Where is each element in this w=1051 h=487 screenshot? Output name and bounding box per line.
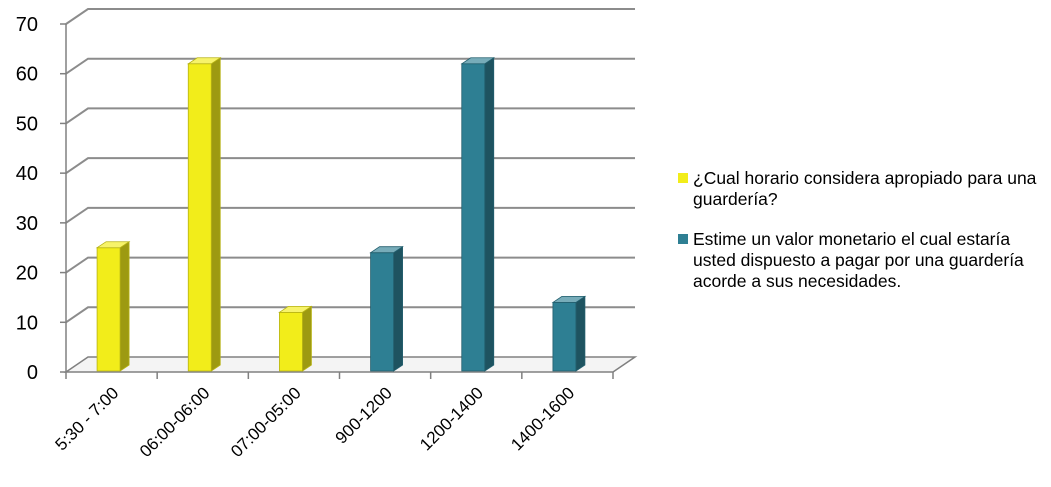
gridline [65,8,635,25]
gridline [65,157,635,174]
x-tick-label: 06:00-06:00 [136,383,214,461]
y-tick-label: 60 [16,64,38,86]
x-tick-label: 5:30 - 7:00 [52,383,123,454]
bar-2-4 [369,245,404,372]
y-tick-label: 10 [16,312,38,334]
gridline [65,107,635,125]
x-tick-label: 1400-1600 [507,383,578,454]
legend-swatch-series-2 [678,234,688,244]
bar-1-3 [278,305,313,372]
floor [63,356,638,373]
legend-label-series-1: ¿Cual horario considera apropiado para u… [693,168,1037,209]
legend-swatch-series-1 [678,173,688,183]
legend-item-series-1: ¿Cual horario considera apropiado para u… [678,168,1048,210]
bar-1-2 [186,57,222,372]
legend-item-series-2: Estime un valor monetario el cual estarí… [678,229,1048,292]
y-tick-label: 70 [16,14,38,36]
gridline [65,206,635,224]
bar-1-1 [95,240,131,372]
legend: ¿Cual horario considera apropiado para u… [678,168,1048,311]
gridline [65,57,635,75]
bar-2-5 [460,57,496,372]
bar-2-6 [551,295,587,372]
x-tick-label: 07:00-05:00 [227,383,305,461]
x-tick-label: 1200-1400 [416,383,487,454]
y-tick-label: 0 [27,362,38,384]
y-tick-label: 40 [16,163,38,185]
x-tick-label: 900-1200 [332,383,396,447]
y-tick-label: 50 [16,113,38,135]
legend-label-series-2: Estime un valor monetario el cual estarí… [693,229,1024,291]
y-tick-label: 20 [16,263,38,285]
gridline [65,256,635,274]
gridline [65,306,635,324]
y-tick-label: 30 [16,213,38,235]
